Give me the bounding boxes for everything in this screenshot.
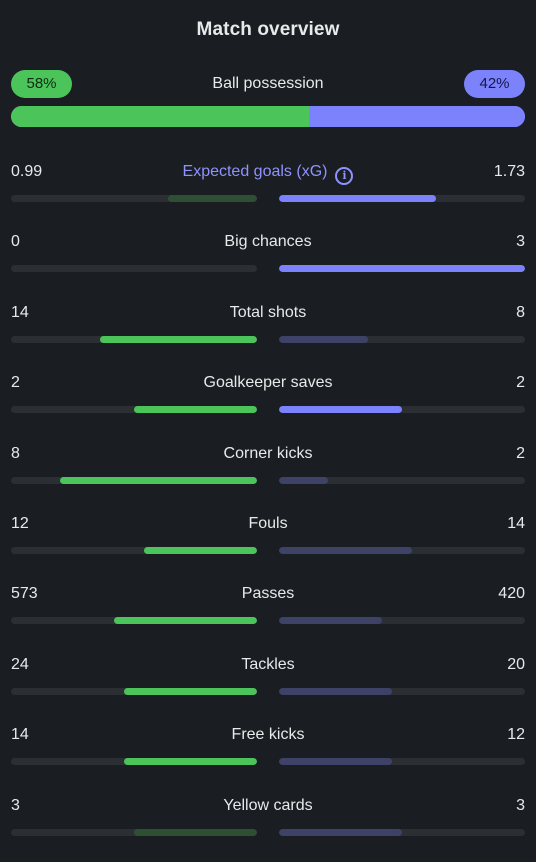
possession-label: Ball possession (212, 75, 324, 92)
home-stat-track (11, 265, 257, 273)
away-stat-track (279, 335, 525, 343)
away-stat-fill (279, 195, 437, 202)
stat-label-text: Goalkeeper saves (203, 374, 333, 392)
stat-label: Tackles (11, 655, 525, 675)
away-stat-value: 3 (516, 796, 525, 814)
stat-label: Big chances (11, 232, 525, 252)
away-stat-track (279, 476, 525, 484)
away-possession-fill (309, 106, 525, 127)
away-stat-value: 3 (516, 233, 525, 251)
home-possession-fill (11, 106, 310, 127)
home-stat-track (11, 617, 257, 625)
away-stat-track (279, 406, 525, 414)
stat-label: Free kicks (11, 725, 525, 745)
home-stat-fill (134, 828, 257, 836)
away-stat-track (279, 195, 525, 202)
away-possession-pill: 42% (464, 70, 525, 98)
away-stat-fill (279, 265, 525, 273)
away-stat-fill (279, 758, 393, 766)
away-stat-value: 20 (507, 655, 525, 673)
away-stat-value: 420 (498, 585, 525, 603)
stat-row: 2 Goalkeeper saves 2 (11, 369, 525, 439)
stat-row: 0 Big chances 3 (11, 228, 525, 298)
stat-row: 24 Tackles 20 (11, 651, 525, 721)
home-stat-track (11, 335, 257, 343)
page-title: Match overview (196, 19, 340, 40)
stat-label-text: Tackles (241, 655, 295, 673)
home-stat-fill (60, 476, 257, 484)
home-stat-track (11, 195, 257, 202)
stat-row: 14 Total shots 8 (11, 299, 525, 369)
home-stat-value: 24 (11, 655, 29, 673)
home-stat-track (11, 546, 257, 554)
stat-label: Passes (11, 584, 525, 604)
stats-list: 0.99 Expected goals (xG) i 1.73 0 Big chances… (11, 158, 525, 862)
away-stat-fill (279, 687, 393, 695)
home-stat-fill (124, 687, 257, 695)
home-stat-value: 573 (11, 585, 38, 603)
away-stat-track (279, 265, 525, 273)
away-stat-track (279, 758, 525, 766)
stat-row: 12 Fouls 14 (11, 510, 525, 580)
stat-label: Fouls (11, 514, 525, 534)
away-stat-fill (279, 546, 412, 554)
stat-row: 3 Yellow cards 3 (11, 792, 525, 862)
away-stat-value: 2 (516, 374, 525, 392)
away-stat-fill (279, 476, 329, 484)
away-stat-value: 12 (507, 726, 525, 744)
stat-row: 8 Corner kicks 2 (11, 440, 525, 510)
stat-label-text: Big chances (224, 233, 312, 251)
away-stat-value: 1.73 (493, 163, 525, 180)
stat-row: 14 Free kicks 12 (11, 721, 525, 791)
home-possession-pill: 58% (11, 70, 72, 98)
home-stat-value: 0.99 (11, 163, 43, 180)
home-stat-value: 2 (11, 374, 20, 392)
stat-label[interactable]: Expected goals (xG) i (11, 162, 525, 185)
home-stat-fill (124, 758, 257, 766)
away-stat-fill (279, 335, 368, 343)
stat-label-text: Expected goals (xG) (182, 163, 328, 180)
away-stat-fill (279, 617, 383, 625)
ball-possession: 58% Ball possession 42% (11, 70, 525, 130)
stat-label-text: Passes (241, 585, 295, 603)
stat-label-text: Yellow cards (223, 796, 313, 814)
stat-row: 0.99 Expected goals (xG) i 1.73 (11, 158, 525, 228)
away-stat-value: 2 (516, 444, 525, 462)
away-stat-value: 14 (507, 514, 525, 532)
away-stat-track (279, 687, 525, 695)
stat-label: Corner kicks (11, 444, 525, 464)
stat-label: Goalkeeper saves (11, 373, 525, 393)
info-icon[interactable]: i (335, 167, 354, 185)
home-stat-value: 14 (11, 726, 29, 744)
stat-row: 573 Passes 420 (11, 580, 525, 650)
home-stat-value: 0 (11, 233, 20, 251)
stat-label: Total shots (11, 303, 525, 323)
away-stat-fill (279, 828, 402, 836)
home-stat-fill (114, 617, 257, 625)
stat-label-text: Fouls (248, 514, 288, 532)
away-stat-track (279, 617, 525, 625)
home-stat-fill (168, 195, 257, 202)
home-stat-value: 12 (11, 514, 29, 532)
away-stat-track (279, 546, 525, 554)
away-stat-track (279, 828, 525, 836)
home-stat-fill (143, 546, 257, 554)
away-stat-fill (279, 406, 402, 414)
home-stat-value: 14 (11, 303, 29, 321)
stat-label: Yellow cards (11, 796, 525, 816)
home-stat-value: 8 (11, 444, 20, 462)
stat-label-text: Free kicks (231, 726, 305, 744)
home-stat-track (11, 828, 257, 836)
home-stat-track (11, 758, 257, 766)
home-stat-track (11, 687, 257, 695)
stat-label-text: Corner kicks (223, 444, 313, 462)
away-stat-value: 8 (516, 303, 525, 321)
stat-label-text: Total shots (229, 303, 307, 321)
home-stat-track (11, 476, 257, 484)
possession-bar (11, 106, 525, 127)
home-stat-fill (134, 406, 257, 414)
home-stat-track (11, 406, 257, 414)
home-stat-value: 3 (11, 796, 20, 814)
home-stat-fill (99, 335, 257, 343)
